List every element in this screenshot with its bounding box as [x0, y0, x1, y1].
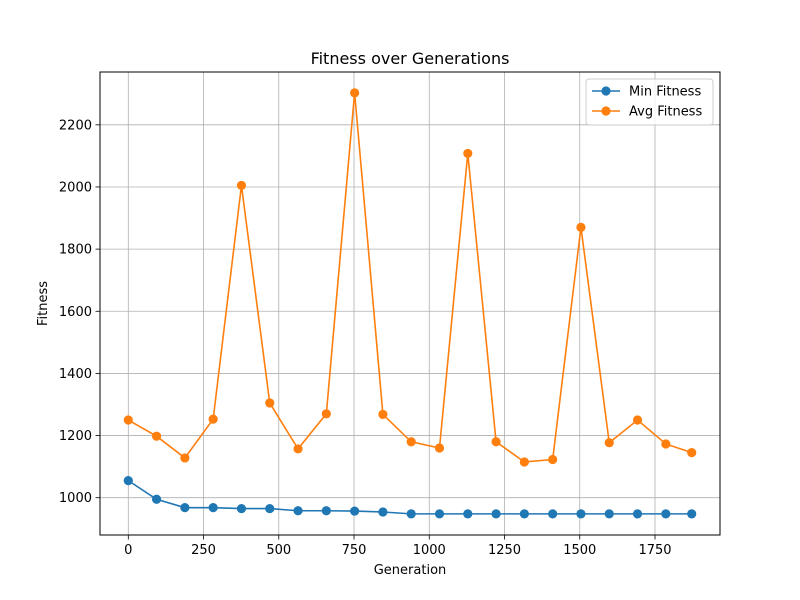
x-tick-label: 0 [124, 543, 132, 558]
plot-frame [99, 71, 721, 536]
x-tick-label: 1250 [488, 543, 521, 558]
data-point [265, 398, 275, 408]
data-point [434, 443, 445, 453]
legend-marker [601, 86, 611, 96]
data-point [123, 415, 133, 425]
data-point [604, 438, 614, 448]
data-point [321, 506, 331, 516]
data-point [519, 509, 529, 519]
series-avg-fitness [123, 88, 697, 467]
data-point [236, 180, 247, 191]
legend-item: Avg Fitness [592, 105, 702, 120]
ticks: 0 250 500 750 1000 1250 1500 1750 1000 1200 1400 16… [59, 118, 672, 558]
data-point [491, 509, 501, 519]
data-point [463, 148, 473, 159]
data-point [519, 457, 529, 467]
data-point [151, 431, 162, 441]
x-tick-label: 1750 [638, 543, 671, 558]
legend: Min Fitness Avg Fitness [585, 78, 714, 126]
data-point [687, 448, 697, 458]
y-tick-label: 1000 [59, 491, 92, 506]
y-tick-label: 1200 [59, 429, 92, 444]
y-tick-label: 2000 [59, 180, 92, 195]
data-point [123, 476, 133, 486]
data-point [632, 509, 643, 519]
legend-label: Avg Fitness [629, 105, 702, 120]
grid [100, 72, 720, 535]
data-point [687, 509, 697, 519]
data-point [208, 414, 218, 424]
legend-label: Min Fitness [629, 85, 701, 100]
series-min-fitness [123, 476, 697, 519]
x-tick-label: 500 [266, 543, 291, 558]
chart-title: Fitness over Generations [311, 49, 510, 68]
data-point [548, 454, 558, 465]
y-tick-label: 1400 [59, 367, 92, 382]
data-point [180, 503, 190, 513]
data-point [576, 222, 586, 232]
y-tick-label: 1600 [59, 305, 92, 320]
data-point [491, 437, 501, 447]
data-point [265, 503, 275, 514]
data-point [406, 437, 416, 447]
data-point [236, 503, 247, 514]
series-layer [123, 88, 697, 519]
x-tick-label: 250 [191, 543, 216, 558]
legend-marker [601, 106, 611, 116]
y-tick-label: 2200 [59, 118, 92, 133]
data-point [434, 509, 445, 519]
data-point [180, 453, 190, 463]
y-axis-label: Fitness [36, 281, 51, 326]
data-point [321, 409, 331, 419]
x-tick-label: 1500 [563, 543, 596, 558]
data-point [293, 444, 303, 454]
data-point [350, 88, 360, 98]
x-tick-label: 750 [342, 543, 367, 558]
x-axis-label: Generation [374, 563, 447, 578]
data-point [661, 439, 671, 449]
series-line [127, 92, 692, 463]
data-point [632, 415, 643, 425]
data-point [548, 509, 558, 519]
data-point [151, 494, 162, 504]
y-tick-label: 1800 [59, 243, 92, 258]
data-point [293, 506, 303, 516]
data-point [378, 409, 388, 420]
data-point [463, 509, 473, 519]
data-point [350, 506, 360, 516]
data-point [406, 509, 416, 519]
data-point [661, 509, 671, 519]
data-point [208, 503, 218, 513]
data-point [576, 509, 586, 519]
x-tick-label: 1000 [413, 543, 446, 558]
data-point [378, 507, 388, 517]
data-point [604, 509, 614, 519]
legend-item: Min Fitness [592, 85, 701, 100]
